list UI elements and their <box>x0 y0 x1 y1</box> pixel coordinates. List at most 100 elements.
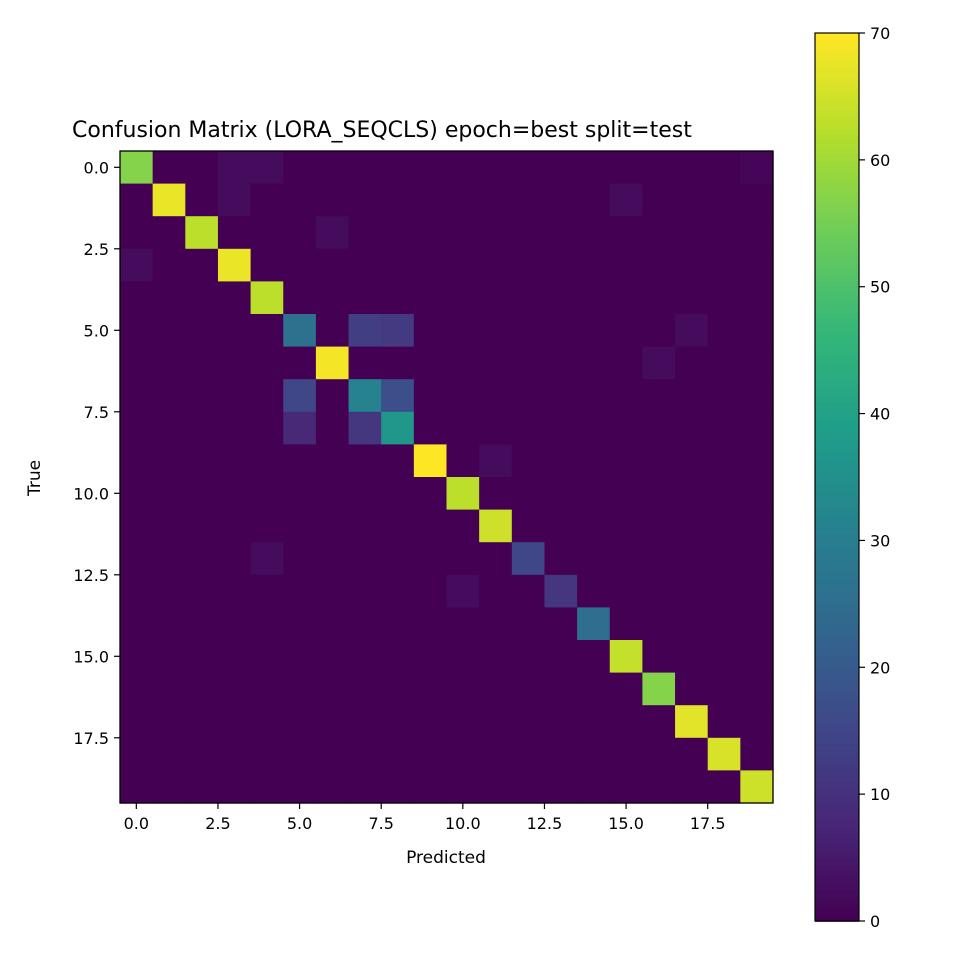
colorbar-gradient-step <box>815 901 859 910</box>
heatmap-cell <box>707 151 741 185</box>
heatmap-cell <box>446 183 480 217</box>
heatmap-cell <box>577 281 611 315</box>
plot-frame <box>119 150 774 804</box>
heatmap-cell <box>675 672 709 706</box>
heatmap-cell <box>185 705 219 739</box>
colorbar-gradient-step <box>815 204 859 212</box>
colorbar-gradient-step <box>815 863 859 872</box>
heatmap-cell <box>185 183 219 217</box>
heatmap-cell <box>544 151 578 185</box>
heatmap-cell <box>479 607 513 641</box>
heatmap-cell <box>315 737 350 771</box>
heatmap-cell <box>740 477 774 511</box>
colorbar-gradient-step <box>815 483 859 491</box>
colorbar-gradient-step <box>815 546 859 554</box>
heatmap-cell <box>381 770 415 804</box>
colorbar-gradient-step <box>815 102 859 110</box>
colorbar-gradient-step <box>815 356 859 364</box>
heatmap-cell <box>185 509 219 543</box>
heatmap-cell <box>283 248 317 282</box>
heatmap-cell <box>577 216 611 250</box>
heatmap-cell <box>707 411 741 445</box>
colorbar-gradient-step <box>815 496 859 504</box>
heatmap-cell <box>577 574 611 608</box>
colorbar-tick-label: 50 <box>870 278 890 297</box>
heatmap-cell <box>315 705 350 739</box>
heatmap-cell <box>381 542 415 576</box>
heatmap-cell <box>413 705 448 739</box>
heatmap-cell <box>707 444 741 478</box>
heatmap-cell <box>642 737 676 771</box>
heatmap-cell <box>609 346 643 380</box>
heatmap-cell <box>446 477 480 511</box>
heatmap-cell <box>577 151 611 185</box>
heatmap-cell <box>479 151 513 185</box>
heatmap-cell <box>381 509 415 543</box>
heatmap-cell <box>707 672 741 706</box>
heatmap-cell <box>642 411 676 445</box>
heatmap-cell <box>250 574 284 608</box>
colorbar-gradient-step <box>815 641 859 650</box>
heatmap-cell <box>675 737 709 771</box>
heatmap-cell <box>413 216 448 250</box>
heatmap-cell <box>283 737 317 771</box>
heatmap-cell <box>675 248 709 282</box>
heatmap-cell <box>315 477 350 511</box>
heatmap-cell <box>511 183 546 217</box>
heatmap-cell <box>544 248 578 282</box>
heatmap-cell <box>348 509 382 543</box>
heatmap-cell <box>544 574 578 608</box>
heatmap-cell <box>544 411 578 445</box>
heatmap-cell <box>152 248 186 282</box>
heatmap-cell <box>217 770 252 804</box>
heatmap-cell <box>348 574 382 608</box>
heatmap-cell <box>120 281 154 315</box>
heatmap-cell <box>413 411 448 445</box>
heatmap-cell <box>413 281 448 315</box>
heatmap-cell <box>446 281 480 315</box>
heatmap-cell <box>152 574 186 608</box>
heatmap-cell <box>283 672 317 706</box>
heatmap-cell <box>152 509 186 543</box>
colorbar-gradient-step <box>815 737 859 745</box>
heatmap-cell <box>479 672 513 706</box>
colorbar-gradient-step <box>815 64 859 72</box>
heatmap-cell <box>740 281 774 315</box>
heatmap-cell <box>348 216 382 250</box>
heatmap-cell <box>707 705 741 739</box>
colorbar-tick-label: 20 <box>870 658 890 677</box>
heatmap-cell <box>413 542 448 576</box>
heatmap-cell <box>250 281 284 315</box>
heatmap-cell <box>446 770 480 804</box>
heatmap-cell <box>707 640 741 674</box>
heatmap-cell <box>381 379 415 413</box>
colorbar-gradient-step <box>815 71 859 79</box>
heatmap-cell <box>250 411 284 445</box>
colorbar-gradient-step <box>815 654 859 662</box>
heatmap-cell <box>381 411 415 445</box>
heatmap-cell <box>413 672 448 706</box>
heatmap-cell <box>544 477 578 511</box>
heatmap-cell <box>120 542 154 576</box>
heatmap-cell <box>185 737 219 771</box>
heatmap-cell <box>381 737 415 771</box>
heatmap-cell <box>511 509 546 543</box>
heatmap-cell <box>120 216 154 250</box>
colorbar-gradient-step <box>815 242 859 250</box>
heatmap-cell <box>120 607 154 641</box>
heatmap-cell <box>577 248 611 282</box>
heatmap-cell <box>413 477 448 511</box>
heatmap-cell <box>740 183 774 217</box>
colorbar-gradient-step <box>815 692 859 700</box>
colorbar-gradient-step <box>815 293 859 301</box>
colorbar-gradient-step <box>815 96 859 104</box>
chart-title: Confusion Matrix (LORA_SEQCLS) epoch=bes… <box>72 118 692 143</box>
colorbar-gradient-step <box>815 794 859 802</box>
heatmap-cell <box>479 216 513 250</box>
colorbar-gradient-step <box>815 451 859 459</box>
heatmap-cell <box>250 705 284 739</box>
colorbar-gradient-step <box>815 407 859 415</box>
heatmap-cell <box>446 346 480 380</box>
heatmap-cell <box>250 444 284 478</box>
colorbar-gradient-step <box>815 109 859 117</box>
